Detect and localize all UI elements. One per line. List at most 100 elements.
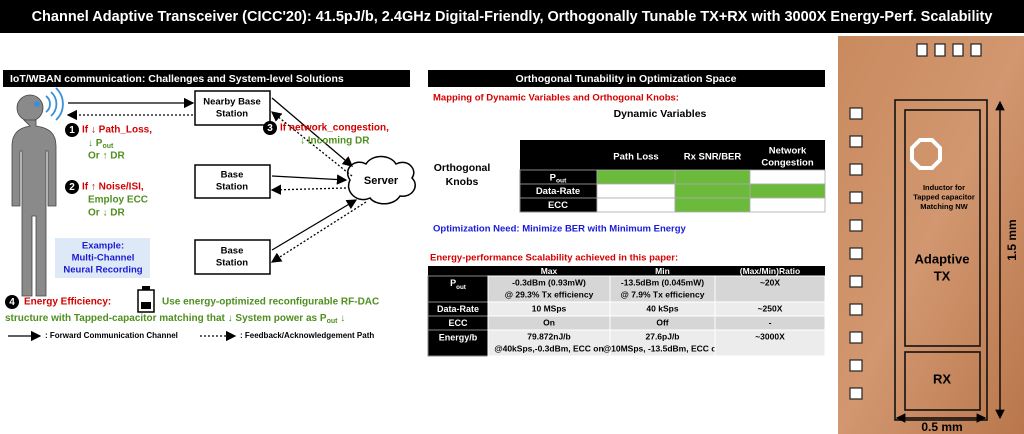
step-text: ↓ Incoming DR <box>300 136 370 147</box>
node-label: Station <box>216 258 248 269</box>
column-header: Congestion <box>761 158 813 169</box>
pads <box>849 43 982 400</box>
row-header-main: P <box>450 278 456 288</box>
rows-title: Orthogonal <box>434 162 491 174</box>
cell-text: ~3000X <box>755 331 785 341</box>
inductor-label: Tapped capacitor <box>913 192 975 201</box>
mapping-cell <box>749 197 826 213</box>
mapping-cell <box>674 183 751 199</box>
example-box <box>55 238 150 278</box>
step-text: If ↓ Path_Loss, <box>82 125 152 136</box>
step-text: structure with Tapped-capacitor matching… <box>5 313 345 325</box>
row-header-cell <box>427 275 489 303</box>
legend-text: : Forward Communication Channel <box>45 331 178 340</box>
cell-text: @40kSps,-0.3dBm, ECC on <box>494 343 603 353</box>
chip-blocks <box>894 99 988 421</box>
cell-text: ~250X <box>758 303 783 313</box>
height-label: 1.5 mm <box>1005 219 1019 260</box>
mapping-cell <box>674 197 751 213</box>
cell-text: Off <box>656 317 668 327</box>
rows-title: Knobs <box>446 176 479 188</box>
cell-text: -0.3dBm (0.93mW) <box>512 277 586 287</box>
step-badge <box>65 180 79 194</box>
section-title: Energy-performance Scalability achieved … <box>430 253 678 264</box>
chip-photo <box>838 36 1024 434</box>
inductor-label: Inductor for <box>923 183 965 192</box>
row-header: Pout <box>550 172 567 184</box>
node-label: Nearby Base <box>203 97 261 108</box>
mid-header-bar <box>428 70 825 87</box>
sensor <box>34 101 40 107</box>
mapping-cell <box>596 169 676 185</box>
cell-text: @10MSps, -13.5dBm, ECC off <box>603 343 722 353</box>
row-header: ECC <box>548 200 568 211</box>
cell-text: ~20X <box>760 277 780 287</box>
example-text: Example: <box>82 241 124 252</box>
column-header: Rx SNR/BER <box>684 152 742 163</box>
step-text: Energy Efficiency: <box>24 297 111 308</box>
table-cell <box>609 329 716 357</box>
step-text-sub: out <box>327 318 339 325</box>
cell-text: 40 kSps <box>646 303 678 313</box>
node-label: Station <box>216 182 248 193</box>
row-header: Energy/b <box>439 332 478 342</box>
step-text: If ↑ Noise/ISI, <box>82 182 144 193</box>
left-header: IoT/WBAN communication: Challenges and S… <box>10 73 344 85</box>
step-badge <box>65 123 79 137</box>
battery-icon <box>137 286 155 313</box>
step-text-sub: out <box>102 143 114 150</box>
inductor <box>910 138 942 170</box>
optimization-need: Optimization Need: Minimize BER with Min… <box>433 224 687 235</box>
node-label: Server <box>364 175 399 187</box>
step-number: 2 <box>69 182 75 193</box>
step-text: Or ↑ DR <box>88 151 125 162</box>
step-text: ↓ Pout <box>88 138 114 150</box>
title-bar <box>0 0 1024 33</box>
column-header: Max <box>541 266 558 276</box>
row-header-sub: out <box>556 177 567 184</box>
row-header-main: P <box>550 172 557 183</box>
mid-header: Orthogonal Tunability in Optimization Sp… <box>516 73 737 85</box>
example-text: Multi-Channel <box>72 253 135 264</box>
station-boxes <box>194 90 271 275</box>
step-text-main: structure with Tapped-capacitor matching… <box>5 313 327 324</box>
row-header-sub: out <box>456 284 467 291</box>
row-header: Data-Rate <box>536 186 580 197</box>
row-header-cell <box>427 329 489 357</box>
step-badge <box>263 121 277 135</box>
columns-title: Dynamic Variables <box>614 108 707 120</box>
step-text-main: ↓ P <box>88 138 103 149</box>
cell-text: @ 29.3% Tx efficiency <box>505 289 594 299</box>
slide-title: Channel Adaptive Transceiver (CICC'20): … <box>32 9 993 25</box>
cell-text: 10 MSps <box>532 303 567 313</box>
cell-text: - <box>769 317 772 327</box>
human-figure <box>11 94 57 297</box>
step-text: If network_congestion, <box>280 123 389 134</box>
width-label: 0.5 mm <box>921 420 962 434</box>
tx-label: Adaptive <box>915 251 970 266</box>
column-header: (Max/Min)Ratio <box>740 266 800 276</box>
section-title: Mapping of Dynamic Variables and Orthogo… <box>433 93 679 104</box>
mapping-cell <box>749 183 826 199</box>
step-number: 3 <box>267 123 273 134</box>
mapping-cell <box>749 169 826 185</box>
step-text: Or ↓ DR <box>88 208 125 219</box>
table-cell <box>487 275 611 303</box>
cell-text: On <box>543 317 555 327</box>
step-text-tail: ↓ <box>337 313 345 324</box>
row-header: Pout <box>450 278 467 290</box>
step-number: 4 <box>9 297 15 308</box>
example-text: Neural Recording <box>63 265 142 276</box>
row-header: ECC <box>448 318 468 328</box>
row-header: Data-Rate <box>437 304 479 314</box>
signal-waves <box>45 87 64 121</box>
cell-text: -13.5dBm (0.045mW) <box>621 277 704 287</box>
table-cell <box>487 329 611 357</box>
node-label: Base <box>221 246 244 257</box>
table-cell <box>714 329 826 357</box>
step-number: 1 <box>69 125 75 136</box>
step-badge <box>5 295 19 309</box>
column-header: Min <box>655 266 670 276</box>
